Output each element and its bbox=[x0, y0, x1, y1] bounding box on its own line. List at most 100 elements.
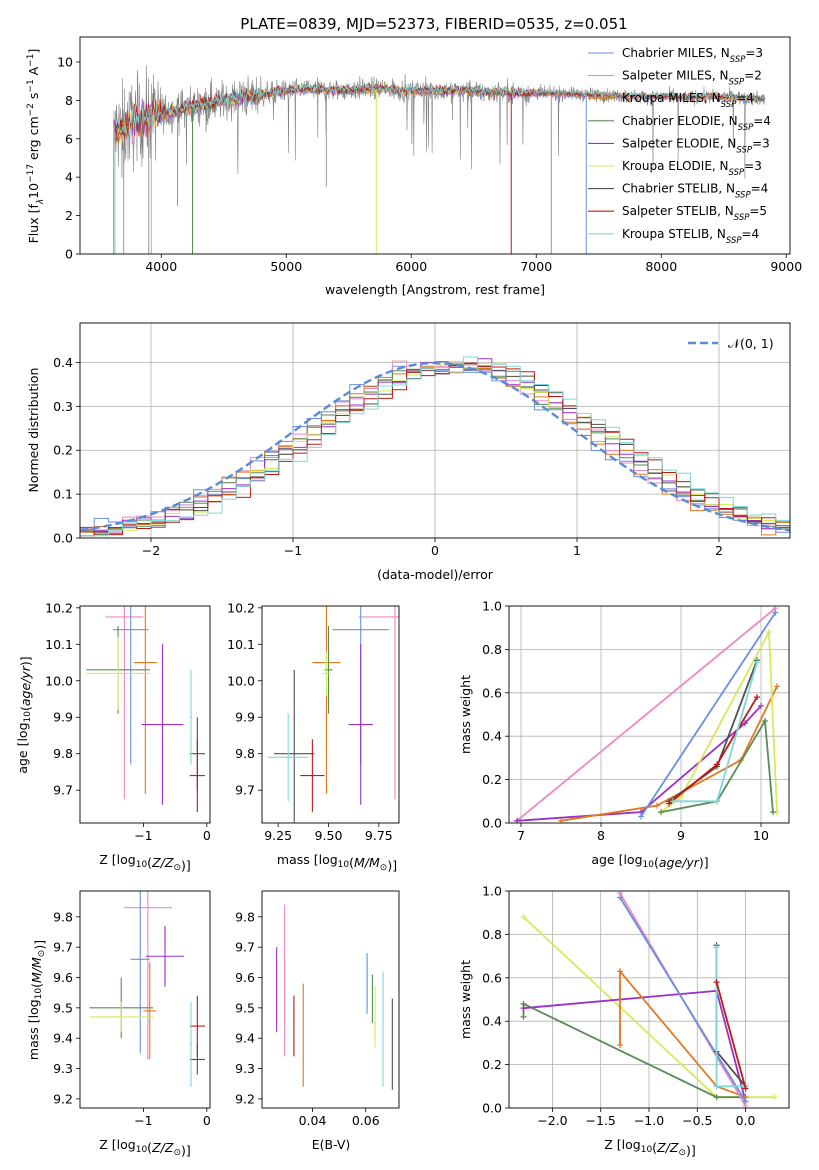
x-tick-label: 4000 bbox=[145, 259, 177, 274]
x-tick-label: −1 bbox=[284, 543, 302, 558]
mass-weight-line bbox=[660, 718, 774, 813]
mass-weight-line bbox=[516, 607, 776, 822]
x-tick-label: 8 bbox=[597, 828, 605, 843]
x-tick-label: 2 bbox=[715, 543, 723, 558]
y-tick-label: 9.7 bbox=[53, 783, 73, 798]
legend-label: Salpeter STELIB, NSSP=5 bbox=[622, 204, 767, 223]
label-part: 10 bbox=[643, 860, 655, 870]
y-tick-label: 9.5 bbox=[53, 1000, 73, 1015]
label-part: age/yr bbox=[659, 855, 700, 870]
label-part: erg cm bbox=[26, 116, 41, 164]
label-part: )] bbox=[181, 1143, 191, 1158]
marker bbox=[617, 894, 624, 901]
y-tick-label: 0.2 bbox=[482, 1057, 502, 1072]
legend-value: =3 bbox=[752, 136, 770, 150]
y-tick-label: 10.2 bbox=[45, 600, 73, 615]
mass-weight-line bbox=[560, 685, 778, 822]
y-tick-label: 9.9 bbox=[53, 710, 73, 725]
y-tick-label: 9.4 bbox=[235, 1031, 255, 1046]
x-axis-label: Z [log10(Z/Z⊙)] bbox=[604, 1137, 696, 1158]
label-part: )] bbox=[686, 1143, 696, 1158]
legend-sub: SSP bbox=[729, 168, 745, 178]
label-part: 10 bbox=[23, 711, 33, 723]
x-tick-label: 0 bbox=[203, 1113, 211, 1128]
y-tick-label: 2 bbox=[65, 208, 73, 223]
x-axis-label: age [log10(age/yr)] bbox=[591, 852, 708, 870]
y-axis-label: mass weight bbox=[458, 675, 473, 754]
y-tick-label: 9.6 bbox=[53, 970, 73, 985]
plot-area bbox=[509, 891, 789, 1108]
x-tick-label: −2 bbox=[142, 543, 160, 558]
label-part: Z bbox=[164, 855, 174, 870]
axes-frame bbox=[261, 890, 400, 1109]
x-tick-label: 9.25 bbox=[264, 828, 292, 843]
y-tick-label: 9.3 bbox=[235, 1061, 255, 1076]
y-tick-label: 4 bbox=[65, 170, 73, 185]
x-tick-label: −1.5 bbox=[586, 1113, 616, 1128]
x-tick-label: 7000 bbox=[520, 259, 552, 274]
legend-sub: SSP bbox=[734, 213, 750, 223]
label-part: )] bbox=[699, 855, 709, 870]
marker bbox=[714, 761, 720, 768]
panel-age-vs-mass: 9.25 9.50 9.75 9.7 9.8 9.9 10.0 10.1 10.2 mass [l… bbox=[227, 600, 400, 873]
panel-mass-vs-EBV: 0.04 0.06 9.2 9.3 9.4 9.5 9.6 9.7 9.8 E(B-V) bbox=[235, 890, 400, 1152]
label-part: age/yr bbox=[18, 665, 33, 706]
marker bbox=[774, 683, 780, 690]
y-tick-label: 0.1 bbox=[53, 487, 73, 502]
legend-name: Salpeter MILES, N bbox=[622, 69, 729, 83]
y-tick-label: 9.2 bbox=[235, 1091, 255, 1106]
x-axis-label: E(B-V) bbox=[312, 1137, 351, 1152]
y-tick-label: 0.2 bbox=[482, 772, 502, 787]
legend-label: 𝒩(0, 1) bbox=[728, 336, 774, 351]
marker bbox=[742, 1085, 749, 1092]
mass-weight-line bbox=[619, 897, 747, 1102]
marker bbox=[714, 798, 720, 805]
y-tick-label: 9.3 bbox=[53, 1061, 73, 1076]
marker bbox=[617, 1042, 624, 1049]
y-tick-label: 0.4 bbox=[482, 1014, 502, 1029]
panel-mass-vs-Z: −1 09.29.39.49.59.69.79.8Z [log10(Z/Z⊙)]m… bbox=[26, 890, 211, 1158]
x-tick-label: 5000 bbox=[270, 259, 302, 274]
label-part: 10 bbox=[34, 988, 44, 1000]
y-axis-label: age [log10(age/yr)] bbox=[15, 656, 33, 773]
x-tick-label: 6000 bbox=[395, 259, 427, 274]
plot-area bbox=[509, 606, 789, 823]
y-tick-label: 9.7 bbox=[235, 940, 255, 955]
y-tick-label: 10.1 bbox=[227, 637, 255, 652]
x-tick-label: −1.0 bbox=[634, 1113, 664, 1128]
label-part: −17 bbox=[26, 164, 36, 183]
plot-area bbox=[113, 65, 766, 254]
marker bbox=[654, 802, 660, 809]
legend-name: Chabrier STELIB, N bbox=[622, 182, 735, 196]
legend-name: Chabrier ELODIE, N bbox=[622, 114, 738, 128]
x-tick-label: 9000 bbox=[770, 259, 802, 274]
x-tick-label: 9.50 bbox=[315, 828, 343, 843]
model-spectrum bbox=[113, 82, 766, 140]
axes-frame bbox=[79, 322, 791, 539]
legend-label: Chabrier MILES, NSSP=3 bbox=[622, 46, 763, 65]
legend-value: =4 bbox=[736, 91, 754, 105]
x-axis-label: Z [log10(Z/Z⊙)] bbox=[99, 1137, 191, 1158]
legend-label: Salpeter ELODIE, NSSP=3 bbox=[622, 136, 770, 155]
label-part: / bbox=[665, 1140, 672, 1155]
label-part: 10 bbox=[338, 860, 350, 870]
label-part: ⊙ bbox=[678, 1148, 686, 1158]
y-tick-label: 0.3 bbox=[53, 399, 73, 414]
y-axis-label: Flux [fλ10−17 erg cm−2 s−1 A−1] bbox=[26, 49, 46, 244]
y-axis-label: mass [log10(M/M⊙)] bbox=[26, 940, 47, 1060]
marker bbox=[638, 813, 644, 820]
y-tick-label: 9.8 bbox=[235, 746, 255, 761]
label-part: ( bbox=[147, 855, 152, 870]
marker bbox=[713, 1094, 720, 1101]
axes-frame bbox=[79, 890, 211, 1109]
label-part: ( bbox=[652, 1140, 657, 1155]
label-part: −1 bbox=[26, 79, 36, 92]
label-part: ( bbox=[654, 855, 659, 870]
y-tick-label: 0.6 bbox=[482, 970, 502, 985]
marker bbox=[520, 1005, 527, 1012]
marker bbox=[617, 968, 624, 975]
label-part: )] bbox=[32, 940, 47, 950]
residual-histogram bbox=[80, 365, 790, 535]
x-tick-label: −1 bbox=[134, 828, 152, 843]
x-tick-label: 0 bbox=[203, 828, 211, 843]
